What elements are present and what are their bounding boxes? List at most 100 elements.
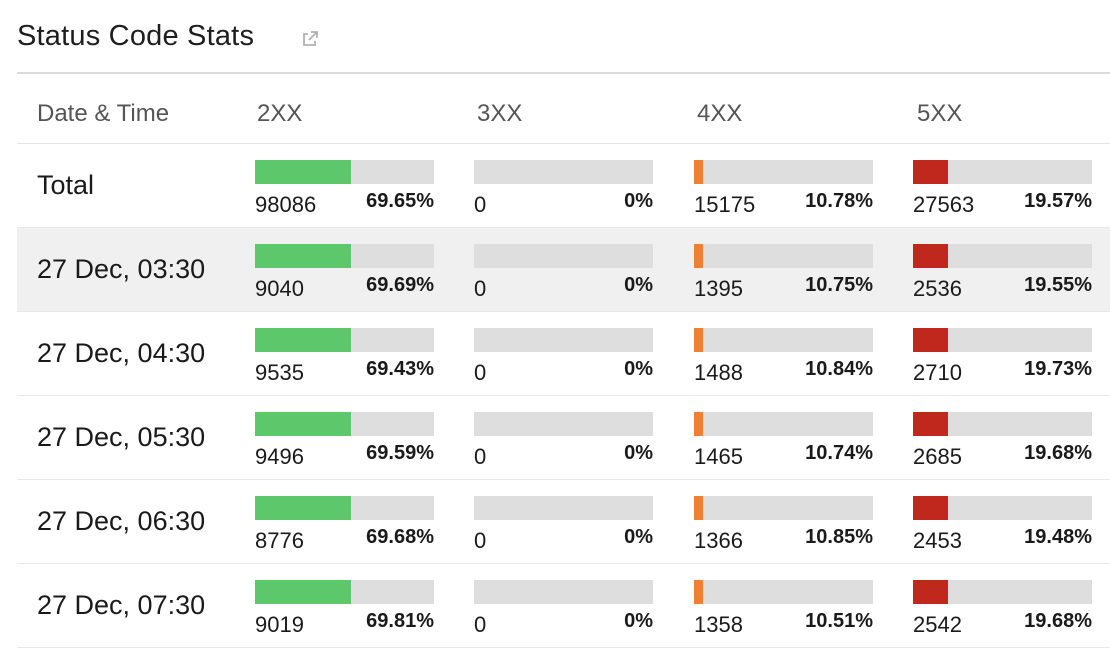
progress-fill bbox=[913, 580, 948, 604]
column-header-date-time: Date & Time bbox=[37, 100, 170, 127]
progress-fill bbox=[694, 496, 703, 520]
progress-track bbox=[255, 244, 434, 268]
request-count: 0 bbox=[474, 276, 487, 301]
progress-track bbox=[913, 328, 1092, 352]
progress-track bbox=[694, 580, 873, 604]
status-cell-3xx: 0 0% bbox=[474, 412, 653, 470]
table-row: 27 Dec, 04:30 9535 69.43% 0 0% 1488 10.84% 2710… bbox=[17, 312, 1110, 396]
status-cell-2xx: 8776 69.68% bbox=[255, 496, 434, 554]
table-row: 27 Dec, 07:30 9019 69.81% 0 0% 1358 10.51% 2542… bbox=[17, 564, 1110, 648]
request-percentage: 0% bbox=[624, 274, 653, 296]
progress-track bbox=[255, 328, 434, 352]
table-row: Total 98086 69.65% 0 0% 15175 10.78% 27563 19.57… bbox=[17, 144, 1110, 228]
request-percentage: 19.73% bbox=[1024, 358, 1092, 380]
status-cell-3xx: 0 0% bbox=[474, 328, 653, 386]
request-percentage: 10.78% bbox=[805, 190, 873, 212]
request-percentage: 0% bbox=[624, 610, 653, 632]
column-header-4xx: 4XX bbox=[697, 100, 743, 127]
request-percentage: 10.74% bbox=[805, 442, 873, 464]
request-count: 9496 bbox=[255, 444, 304, 469]
request-count: 0 bbox=[474, 192, 487, 217]
progress-track bbox=[694, 496, 873, 520]
row-date-label: 27 Dec, 03:30 bbox=[37, 254, 206, 284]
request-count: 0 bbox=[474, 444, 487, 469]
progress-fill bbox=[255, 496, 351, 520]
status-cell-4xx: 1366 10.85% bbox=[694, 496, 873, 554]
status-cell-4xx: 15175 10.78% bbox=[694, 160, 873, 218]
request-count: 2453 bbox=[913, 528, 962, 553]
table-body: Total 98086 69.65% 0 0% 15175 10.78% 27563 19.57… bbox=[17, 144, 1110, 648]
request-percentage: 69.69% bbox=[366, 274, 434, 296]
status-cell-3xx: 0 0% bbox=[474, 580, 653, 638]
status-cell-4xx: 1358 10.51% bbox=[694, 580, 873, 638]
status-table: Date & Time 2XX 3XX 4XX 5XX Total 98086 69… bbox=[17, 72, 1110, 648]
request-count: 1488 bbox=[694, 360, 743, 385]
request-count: 9040 bbox=[255, 276, 304, 301]
status-cell-2xx: 98086 69.65% bbox=[255, 160, 434, 218]
table-row: 27 Dec, 03:30 9040 69.69% 0 0% 1395 10.75% 2536… bbox=[17, 228, 1110, 312]
request-count: 0 bbox=[474, 360, 487, 385]
request-count: 98086 bbox=[255, 192, 317, 217]
request-count: 0 bbox=[474, 528, 487, 553]
request-count: 2542 bbox=[913, 612, 962, 637]
row-date-label: 27 Dec, 06:30 bbox=[37, 506, 206, 536]
progress-track bbox=[474, 244, 653, 268]
status-cell-5xx: 2536 19.55% bbox=[913, 244, 1092, 302]
table-row: 27 Dec, 05:30 9496 69.59% 0 0% 1465 10.74% 2685… bbox=[17, 396, 1110, 480]
request-percentage: 69.65% bbox=[366, 190, 434, 212]
request-count: 2536 bbox=[913, 276, 962, 301]
request-count: 8776 bbox=[255, 528, 304, 553]
request-percentage: 69.81% bbox=[366, 610, 434, 632]
progress-track bbox=[913, 496, 1092, 520]
progress-track bbox=[694, 244, 873, 268]
progress-fill bbox=[913, 160, 948, 184]
request-count: 2710 bbox=[913, 360, 962, 385]
request-count: 15175 bbox=[694, 192, 756, 217]
progress-fill bbox=[694, 580, 703, 604]
request-count: 1395 bbox=[694, 276, 743, 301]
widget-title: Status Code Stats bbox=[17, 20, 255, 52]
request-count: 1366 bbox=[694, 528, 743, 553]
request-percentage: 19.68% bbox=[1024, 610, 1092, 632]
table-row: 27 Dec, 06:30 8776 69.68% 0 0% 1366 10.85% 2453… bbox=[17, 480, 1110, 564]
progress-fill bbox=[913, 244, 948, 268]
status-cell-2xx: 9535 69.43% bbox=[255, 328, 434, 386]
request-percentage: 0% bbox=[624, 190, 653, 212]
progress-fill bbox=[255, 412, 351, 436]
progress-track bbox=[255, 160, 434, 184]
status-cell-5xx: 2710 19.73% bbox=[913, 328, 1092, 386]
progress-track bbox=[913, 244, 1092, 268]
column-header-3xx: 3XX bbox=[477, 100, 523, 127]
request-count: 1465 bbox=[694, 444, 743, 469]
progress-fill bbox=[694, 328, 703, 352]
progress-track bbox=[255, 496, 434, 520]
progress-track bbox=[913, 412, 1092, 436]
status-cell-3xx: 0 0% bbox=[474, 496, 653, 554]
progress-fill bbox=[694, 244, 703, 268]
request-percentage: 69.68% bbox=[366, 526, 434, 548]
progress-fill bbox=[913, 412, 948, 436]
request-percentage: 69.43% bbox=[366, 358, 434, 380]
status-cell-3xx: 0 0% bbox=[474, 244, 653, 302]
request-percentage: 10.84% bbox=[805, 358, 873, 380]
status-cell-5xx: 2542 19.68% bbox=[913, 580, 1092, 638]
progress-track bbox=[474, 496, 653, 520]
status-cell-3xx: 0 0% bbox=[474, 160, 653, 218]
status-cell-2xx: 9496 69.59% bbox=[255, 412, 434, 470]
progress-fill bbox=[913, 496, 948, 520]
request-percentage: 19.57% bbox=[1024, 190, 1092, 212]
request-percentage: 0% bbox=[624, 526, 653, 548]
request-percentage: 10.85% bbox=[805, 526, 873, 548]
progress-track bbox=[255, 580, 434, 604]
status-cell-2xx: 9019 69.81% bbox=[255, 580, 434, 638]
row-date-label: 27 Dec, 07:30 bbox=[37, 590, 206, 620]
progress-track bbox=[474, 160, 653, 184]
request-percentage: 0% bbox=[624, 442, 653, 464]
progress-fill bbox=[255, 328, 351, 352]
row-date-label: 27 Dec, 05:30 bbox=[37, 422, 206, 452]
progress-fill bbox=[913, 328, 948, 352]
progress-fill bbox=[694, 160, 703, 184]
status-cell-4xx: 1395 10.75% bbox=[694, 244, 873, 302]
external-link-icon[interactable] bbox=[300, 29, 320, 49]
